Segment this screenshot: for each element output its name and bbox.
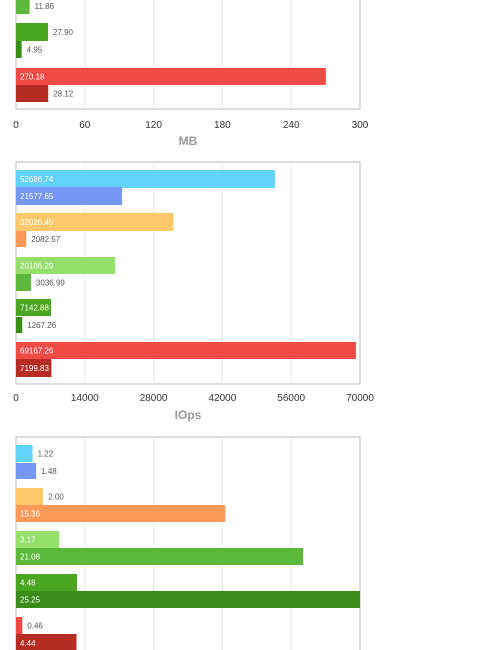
bar [16, 85, 49, 102]
bar-label: 2082.57 [31, 235, 60, 244]
bar-label: 27.90 [53, 28, 74, 37]
bar [16, 187, 123, 205]
bar-label: 32026.45 [20, 218, 54, 227]
bar [16, 68, 326, 85]
plot-frame [15, 436, 361, 650]
bar-label: 4.95 [27, 46, 43, 55]
bar [16, 591, 360, 608]
bar [16, 634, 77, 650]
x-tick-label: 14000 [71, 393, 99, 404]
bar [16, 531, 60, 548]
bar [16, 359, 52, 377]
bar [16, 213, 174, 231]
bar-label: 15.36 [20, 510, 41, 519]
x-tick-label: 42000 [208, 393, 236, 404]
bar [16, 463, 37, 479]
bar [16, 257, 116, 274]
x-tick-label: 70000 [346, 393, 374, 404]
bar [16, 445, 33, 462]
bar [16, 342, 356, 359]
bar [16, 317, 23, 333]
x-tick-label: 60 [79, 120, 91, 131]
bar [16, 505, 226, 522]
x-axis-title: MB [179, 134, 198, 148]
bar [16, 274, 31, 291]
chart-3: 1.22 1.48 2.00 15.36 3.17 21.08 4.48 25.25 0.46 4… [15, 436, 361, 650]
bar-label: 20186.29 [20, 262, 54, 271]
bar-label: 4.44 [20, 639, 36, 648]
x-tick-label: 120 [145, 120, 162, 131]
bar [16, 41, 22, 58]
bar-label: 1267.26 [27, 321, 56, 330]
bar [16, 548, 304, 565]
bar [16, 574, 78, 591]
plot-frame [15, 0, 361, 110]
x-tick-label: 180 [214, 120, 231, 131]
x-tick-label: 28000 [140, 393, 168, 404]
bar [16, 617, 23, 634]
bar [16, 23, 48, 41]
bar-label: 3.17 [20, 536, 36, 545]
bar-label: 11.86 [35, 2, 55, 11]
bar-label: 7199.83 [20, 364, 49, 373]
bar [16, 231, 27, 247]
x-tick-label: 240 [283, 120, 300, 131]
chart-2: 52686.74 21577.65 32026.45 2082.57 20186.29 3… [13, 161, 374, 422]
bar-label: 21577.65 [20, 192, 54, 201]
bar-label: 69167.26 [20, 347, 54, 356]
bar-label: 7142.88 [20, 304, 49, 313]
bar-label: 52686.74 [20, 175, 54, 184]
bar-label: 25.25 [20, 596, 41, 605]
x-axis-title: IOps [175, 408, 202, 422]
bar-label: 4.48 [20, 579, 36, 588]
bar [16, 488, 44, 505]
chart-1: 11.86 27.90 4.95 270.18 28.12 0 60 120 180 240 300… [13, 0, 369, 148]
bar-label: 2.00 [48, 493, 64, 502]
x-tick-label: 0 [13, 120, 19, 131]
bar-label: 270.18 [20, 73, 45, 82]
bar-label: 0.46 [27, 622, 43, 631]
x-tick-label: 300 [352, 120, 369, 131]
x-tick-label: 56000 [277, 393, 305, 404]
bar [16, 0, 30, 14]
bar [16, 299, 52, 316]
x-tick-label: 0 [13, 393, 19, 404]
bar-label: 28.12 [53, 90, 74, 99]
bar [16, 170, 275, 188]
bar-label: 1.48 [41, 467, 57, 476]
bar-label: 21.08 [20, 553, 41, 562]
bar-label: 1.22 [38, 450, 54, 459]
bar-label: 3036.99 [36, 279, 65, 288]
